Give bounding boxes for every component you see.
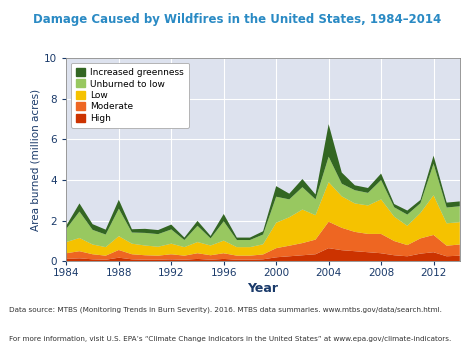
X-axis label: Year: Year (247, 282, 279, 295)
Legend: Increased greenness, Unburned to low, Low, Moderate, High: Increased greenness, Unburned to low, Lo… (71, 62, 189, 128)
Text: For more information, visit U.S. EPA’s “Climate Change Indicators in the United : For more information, visit U.S. EPA’s “… (9, 336, 452, 342)
Text: Data source: MTBS (Monitoring Trends in Burn Severity). 2016. MTBS data summarie: Data source: MTBS (Monitoring Trends in … (9, 307, 442, 313)
Text: Damage Caused by Wildfires in the United States, 1984–2014: Damage Caused by Wildfires in the United… (33, 13, 441, 26)
Y-axis label: Area burned (million acres): Area burned (million acres) (30, 89, 40, 231)
